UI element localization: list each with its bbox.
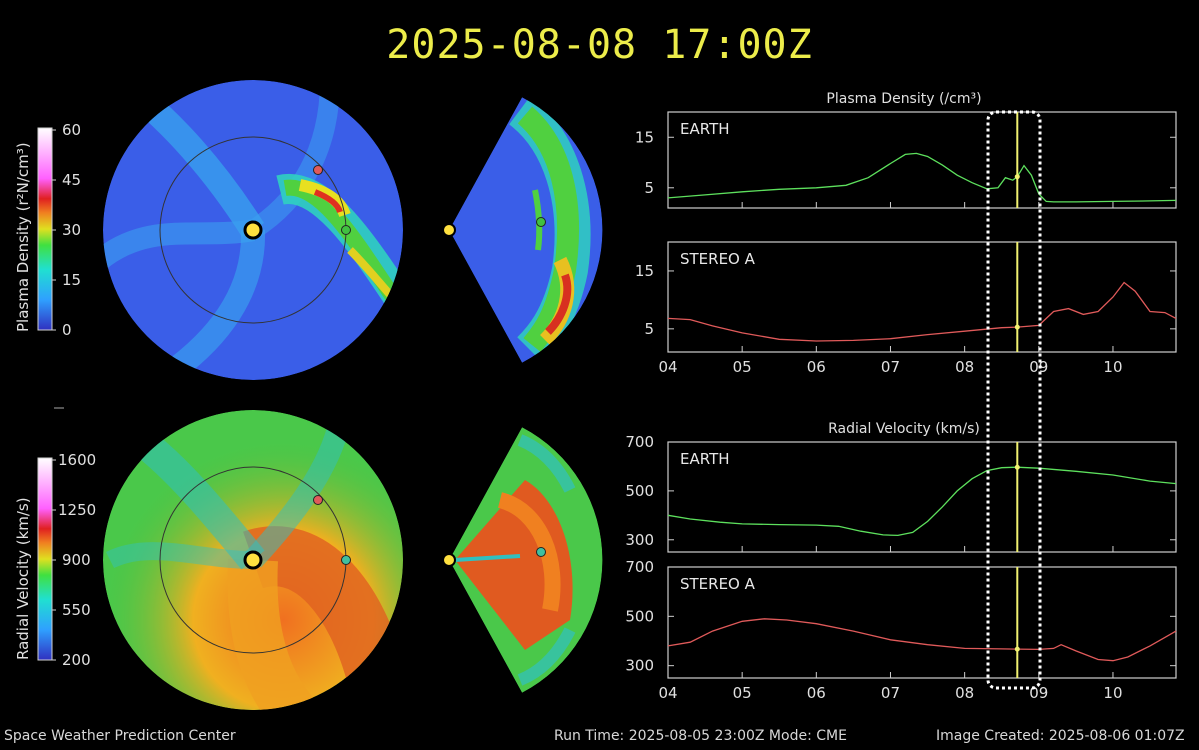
velocity-ecliptic-map xyxy=(103,410,403,710)
plot-title: Plasma Density (/cm³) xyxy=(826,91,981,107)
page-title: 2025-08-08 17:00Z xyxy=(386,22,813,68)
current-time-point xyxy=(1014,174,1020,180)
current-time-highlight xyxy=(986,110,1042,690)
timeseries-panel: Plasma Density (/cm³) EARTH 5 15 xyxy=(635,91,1177,209)
panel-label: STEREO A xyxy=(680,250,756,268)
panel-label: EARTH xyxy=(680,120,730,138)
y-tick-label: 300 xyxy=(625,531,654,549)
y-tick-label: 5 xyxy=(644,179,654,197)
y-tick-label: 300 xyxy=(625,657,654,675)
footer-organization: Space Weather Prediction Center xyxy=(4,728,236,744)
x-tick-label: 10 xyxy=(1103,684,1122,702)
stereo-a-marker-icon xyxy=(313,495,323,505)
series-line xyxy=(667,152,1177,203)
y-tick-label: 15 xyxy=(635,262,654,280)
density-tick: 45 xyxy=(62,171,81,189)
x-tick-label: 06 xyxy=(807,684,826,702)
earth-marker-icon xyxy=(536,217,546,227)
current-time-point xyxy=(1014,324,1020,330)
velocity-tick: 200 xyxy=(62,651,91,669)
velocity-tick: 550 xyxy=(62,601,91,619)
plot-frame xyxy=(667,111,1177,209)
y-tick-label: 700 xyxy=(625,433,654,451)
density-meridional-map xyxy=(442,96,603,364)
plot-frame xyxy=(667,241,1177,353)
x-tick-label: 10 xyxy=(1103,358,1122,376)
panel-label: EARTH xyxy=(680,450,730,468)
x-tick-label: 04 xyxy=(658,358,677,376)
panel-label: STEREO A xyxy=(680,575,756,593)
earth-marker-icon xyxy=(341,555,351,565)
density-tick: 15 xyxy=(62,271,81,289)
velocity-colorbar: 1600 1250 900 550 200 Radial Velocity (k… xyxy=(14,451,96,669)
y-tick-label: 500 xyxy=(625,607,654,625)
series-line xyxy=(667,618,1177,662)
x-tick-label: 07 xyxy=(881,358,900,376)
density-colorbar: 60 45 30 15 0 Plasma Density (r²N/cm³) xyxy=(14,121,81,339)
velocity-meridional-map xyxy=(442,426,603,694)
sun-icon xyxy=(442,223,456,237)
velocity-tick: 1600 xyxy=(58,451,96,469)
x-tick-label: 08 xyxy=(955,358,974,376)
current-time-point xyxy=(1014,646,1020,652)
density-tick: 0 xyxy=(62,321,72,339)
y-tick-label: 500 xyxy=(625,482,654,500)
x-tick-label: 07 xyxy=(881,684,900,702)
plot-frame xyxy=(667,566,1177,679)
sun-icon xyxy=(442,553,456,567)
x-tick-label: 08 xyxy=(955,684,974,702)
footer-run-time: Run Time: 2025-08-05 23:00Z Mode: CME xyxy=(554,728,847,744)
plot-title: Radial Velocity (km/s) xyxy=(828,421,980,437)
sun-icon xyxy=(243,550,263,570)
velocity-tick: 900 xyxy=(62,551,91,569)
timeseries-panel: Radial Velocity (km/s) EARTH 300 500 700 xyxy=(625,421,1177,553)
timeseries-plots: Plasma Density (/cm³) EARTH 5 15 STEREO A 5 15… xyxy=(625,91,1177,702)
sun-icon xyxy=(243,220,263,240)
y-tick-label: 5 xyxy=(644,320,654,338)
density-colorbar-label: Plasma Density (r²N/cm³) xyxy=(14,142,32,332)
density-ecliptic-map xyxy=(103,80,403,380)
footer-image-created: Image Created: 2025-08-06 01:07Z xyxy=(936,728,1185,744)
x-tick-label: 06 xyxy=(807,358,826,376)
density-tick: 60 xyxy=(62,121,81,139)
x-tick-label: 05 xyxy=(733,358,752,376)
earth-marker-icon xyxy=(536,547,546,557)
velocity-colorbar-label: Radial Velocity (km/s) xyxy=(14,497,32,660)
series-line xyxy=(667,466,1177,537)
y-tick-label: 15 xyxy=(635,128,654,146)
density-tick: 30 xyxy=(62,221,81,239)
earth-marker-icon xyxy=(341,225,351,235)
stereo-a-marker-icon xyxy=(313,165,323,175)
plot-frame xyxy=(667,441,1177,553)
x-tick-label: 04 xyxy=(658,684,677,702)
x-tick-label: 05 xyxy=(733,684,752,702)
series-line xyxy=(667,281,1177,342)
current-time-point xyxy=(1014,464,1020,470)
velocity-tick: 1250 xyxy=(58,501,96,519)
y-tick-label: 700 xyxy=(625,558,654,576)
